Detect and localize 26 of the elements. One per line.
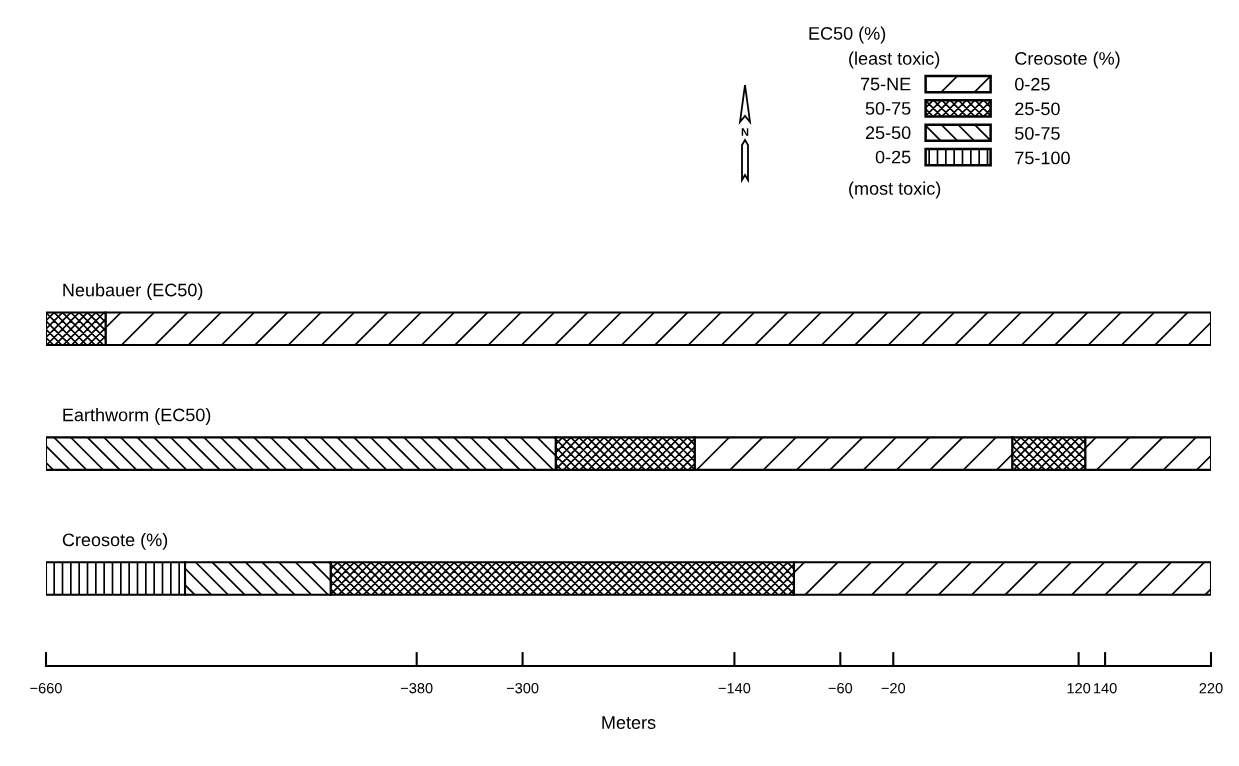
x-tick-label: 140 — [1094, 683, 1117, 694]
text: (least toxic) — [849, 51, 940, 69]
legend-label: 25-50 — [865, 126, 911, 140]
text: (most toxic) — [849, 181, 941, 199]
y-tick-label: Earthworm (EC50) — [63, 408, 211, 425]
y-tick-label: Creosote (%) — [62, 532, 168, 550]
x-axis-title: Meters — [602, 716, 656, 729]
x-tick-label: −300 — [506, 683, 539, 694]
legend-title: EC50 (%) — [809, 26, 886, 44]
text: 50-75 — [1015, 126, 1060, 140]
text: N — [741, 128, 749, 136]
x-tick-label: 220 — [1199, 683, 1223, 694]
legend-label: 0-25 — [875, 150, 911, 164]
x-tick-label: −60 — [828, 683, 853, 694]
x-tick-label: −140 — [718, 683, 751, 694]
x-tick-label: −660 — [30, 683, 62, 694]
text: 25-50 — [1015, 102, 1060, 116]
text: 0-25 — [1015, 77, 1050, 91]
text: 75-100 — [1015, 151, 1070, 165]
y-tick-label: Neubauer (EC50) — [63, 283, 203, 300]
x-tick-label: −380 — [400, 683, 433, 694]
legend-label: 50-75 — [865, 101, 911, 115]
x-tick-label: −20 — [881, 683, 906, 694]
text: Creosote (%) — [1015, 51, 1120, 69]
x-tick-label: 120 — [1067, 683, 1091, 694]
legend-label: 75-NE — [860, 77, 911, 91]
